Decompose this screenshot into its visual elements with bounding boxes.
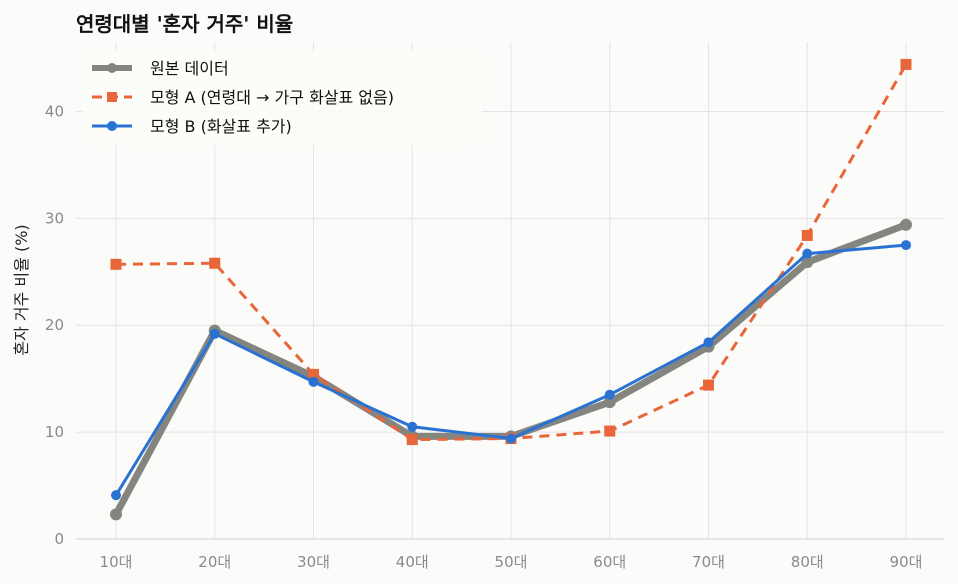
- legend: 원본 데이터 모형 A (연령대 → 가구 화살표 없음) 모형 B (화살표 …: [82, 51, 482, 145]
- data-point-1: [110, 258, 122, 270]
- legend-box: [82, 51, 482, 145]
- y-axis-label: 혼자 거주 비율 (%): [12, 224, 31, 355]
- x-tick-label: 80대: [791, 553, 824, 571]
- x-tick-label: 90대: [890, 553, 923, 571]
- data-point-2: [111, 490, 121, 501]
- data-point-1: [406, 434, 418, 446]
- data-point-2: [703, 337, 714, 348]
- data-point-1: [703, 379, 714, 391]
- legend-marker-original: [107, 63, 117, 73]
- data-point-2: [506, 433, 516, 444]
- data-point-0: [900, 218, 912, 231]
- legend-marker-model-b: [107, 121, 117, 131]
- data-point-2: [209, 328, 220, 339]
- y-tick-label: 40: [45, 102, 64, 120]
- y-tick-label: 20: [45, 316, 64, 334]
- x-tick-label: 60대: [593, 553, 626, 571]
- legend-item-model-b: 모형 B (화살표 추가): [92, 117, 292, 136]
- legend-label-model-a: 모형 A (연령대 → 가구 화살표 없음): [150, 88, 394, 107]
- data-point-0: [603, 396, 616, 409]
- y-tick-label: 30: [45, 209, 64, 227]
- data-point-1: [308, 368, 319, 380]
- data-point-2: [802, 248, 813, 259]
- legend-label-original: 원본 데이터: [150, 59, 229, 78]
- x-tick-label: 70대: [692, 553, 725, 571]
- x-tick-label: 40대: [396, 553, 429, 571]
- legend-label-model-b: 모형 B (화살표 추가): [150, 117, 292, 136]
- data-point-0: [110, 508, 122, 521]
- data-point-2: [604, 389, 615, 400]
- legend-item-original: 원본 데이터: [92, 59, 229, 78]
- data-point-1: [209, 257, 221, 269]
- y-tick-label: 0: [54, 530, 64, 548]
- legend-marker-model-a: [107, 92, 117, 102]
- chart-title: 연령대별 '혼자 거주' 비율: [76, 12, 293, 36]
- y-tick-label: 10: [45, 423, 64, 441]
- data-point-2: [407, 421, 418, 432]
- data-point-1: [801, 229, 813, 241]
- data-point-1: [604, 425, 616, 437]
- data-point-0: [801, 256, 814, 269]
- series: [110, 58, 912, 521]
- x-tick-label: 50대: [495, 553, 528, 571]
- data-point-2: [308, 376, 319, 387]
- axes: 10대 20대 30대 40대 50대 60대 70대 80대 90대 0 10 20 30 40: [45, 102, 944, 571]
- data-point-1: [900, 58, 912, 70]
- data-point-2: [901, 240, 911, 251]
- x-tick-label: 10대: [100, 553, 133, 571]
- x-tick-label: 20대: [198, 553, 231, 571]
- legend-item-model-a: 모형 A (연령대 → 가구 화살표 없음): [92, 88, 394, 107]
- x-tick-label: 30대: [297, 553, 330, 571]
